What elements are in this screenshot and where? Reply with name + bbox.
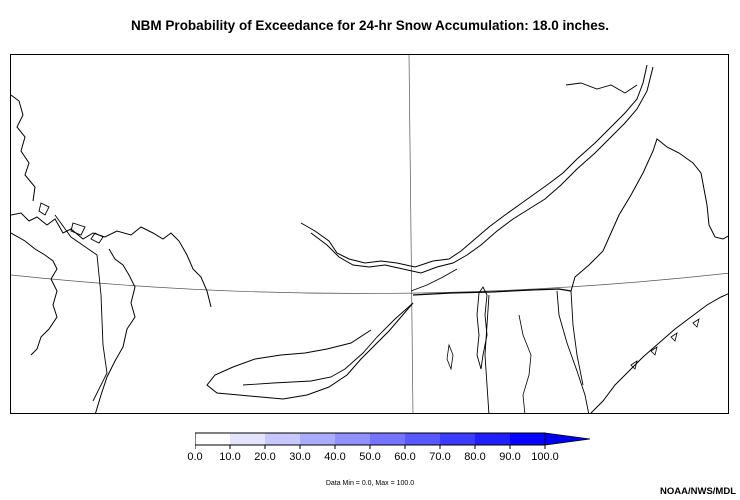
georgian-bay-shoreline <box>11 212 212 308</box>
colorbar-legend: 0.0 10.0 20.0 30.0 40.0 50.0 60.0 70.0 80.0 90.0 1… <box>187 432 595 466</box>
colorbar-tick-label: 50.0 <box>359 451 381 463</box>
coastal-islands <box>630 318 700 370</box>
ottawa-river <box>300 64 648 268</box>
colorbar-segment <box>440 433 476 445</box>
lake-ontario-shore <box>206 302 414 400</box>
colorbar-segment <box>230 433 266 445</box>
upper-peninsula-shore <box>11 94 36 202</box>
vermont-interior <box>518 314 532 413</box>
colorbar-tick-label: 100.0 <box>531 451 559 463</box>
north-channel-islands <box>38 202 104 244</box>
us-canada-border <box>412 288 572 296</box>
colorbar-tick-label: 90.0 <box>499 451 521 463</box>
ontario-interior-border <box>54 214 108 402</box>
colorbar-segment <box>265 433 301 445</box>
colorbar-arrow <box>544 432 591 446</box>
basemap <box>11 55 728 413</box>
colorbar-tick-label: 40.0 <box>324 451 346 463</box>
colorbar-segment <box>475 433 511 445</box>
colorbar-tick-label: 30.0 <box>289 451 311 463</box>
colorbar-segment <box>510 433 546 445</box>
credit-text: NOAA/NWS/MDL <box>660 486 736 497</box>
colorbar-tick-label: 20.0 <box>254 451 276 463</box>
lake-champlain <box>476 286 488 370</box>
nh-vermont-border <box>556 290 590 413</box>
colorbar-segment <box>335 433 371 445</box>
map-panel <box>10 54 729 414</box>
colorbar-tick-label: 70.0 <box>429 451 451 463</box>
saguenay-river <box>565 82 638 94</box>
colorbar-tick-label: 80.0 <box>464 451 486 463</box>
graticule-latitude-line <box>11 272 728 294</box>
colorbar-segment <box>370 433 406 445</box>
colorbar-segment <box>405 433 441 445</box>
st-lawrence-river <box>310 66 654 274</box>
colorbar-tick-label: 10.0 <box>219 451 241 463</box>
colorbar-tick-label: 0.0 <box>187 451 203 463</box>
ny-vermont-border <box>484 294 490 413</box>
colorbar-segment <box>300 433 336 445</box>
ontario-quebec-border <box>242 302 414 386</box>
vermont-nh-border <box>570 290 584 386</box>
lake-george <box>446 343 454 371</box>
georgian-bay-inner-shore <box>11 232 58 356</box>
colorbar-segment <box>195 433 231 445</box>
colorbar <box>195 432 591 449</box>
graticule-longitude-line <box>408 55 414 413</box>
colorbar-tick-label: 60.0 <box>394 451 416 463</box>
map-title: NBM Probability of Exceedance for 24-hr … <box>130 18 610 33</box>
river-estuary-lower <box>410 268 458 292</box>
maine-coastline <box>590 293 728 413</box>
maine-border <box>570 138 728 292</box>
data-range-text: Data Min = 0.0, Max = 100.0 <box>325 480 415 487</box>
lake-huron-east-shore <box>95 248 136 413</box>
